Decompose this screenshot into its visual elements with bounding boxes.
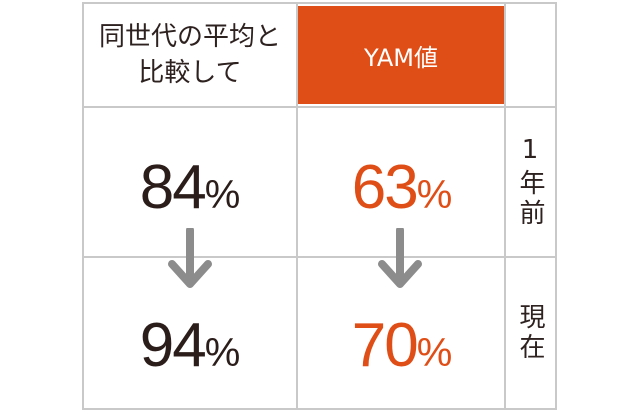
yam-value-previous-number: 63 — [351, 153, 419, 222]
arrow-down-icon — [378, 228, 422, 288]
yam-value-previous: 63% — [296, 152, 508, 223]
arrow-down-icon — [168, 228, 212, 288]
yam-header-label: YAM値 — [364, 43, 438, 72]
peer-value-previous: 84% — [84, 152, 296, 223]
grid-line-left — [82, 2, 84, 410]
grid-line-label-divider — [504, 2, 506, 410]
percent-sign: % — [416, 173, 453, 217]
grid-line-header-bottom — [82, 106, 557, 108]
percent-sign: % — [204, 331, 241, 375]
grid-line-column-divider — [296, 2, 298, 410]
grid-line-row-divider — [82, 256, 557, 258]
yam-value-current-number: 70 — [351, 311, 419, 380]
peer-value-current: 94% — [84, 310, 296, 381]
grid-line-right — [555, 2, 557, 410]
period-label-previous: 1年前 — [515, 135, 545, 229]
yam-header: YAM値 — [298, 6, 504, 104]
peer-value-previous-number: 84 — [139, 153, 207, 222]
peer-average-header: 同世代の平均と 比較して — [98, 22, 281, 88]
period-label-current: 現在 — [515, 303, 545, 363]
grid-line-bottom — [82, 408, 557, 410]
grid-line-top — [82, 2, 557, 4]
percent-sign: % — [416, 331, 453, 375]
peer-value-current-number: 94 — [139, 311, 207, 380]
percent-sign: % — [204, 173, 241, 217]
yam-value-current: 70% — [296, 310, 508, 381]
